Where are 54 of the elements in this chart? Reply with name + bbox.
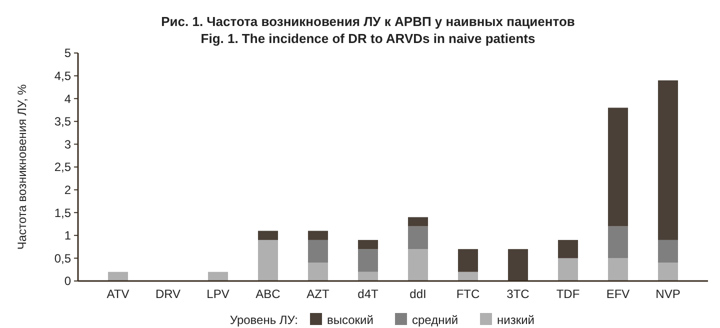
legend-label: высокий [327,313,374,327]
bar [508,249,528,281]
bar [558,258,578,281]
bar [308,230,328,240]
bar [658,80,678,240]
y-tick-label: 1 [64,228,72,243]
bar [208,272,228,281]
x-tick-label: LPV [206,287,230,301]
x-tick-label: AZT [306,287,330,301]
x-tick-label: NVP [656,287,680,301]
y-axis-title: Частота возникновения ЛУ, % [15,84,29,250]
bar [358,272,378,281]
chart-subtitle: Fig. 1. The incidence of DR to ARVDs in naive patients [200,31,536,46]
y-tick-label: 2,5 [54,160,72,174]
y-tick-label: 4,5 [54,69,72,83]
x-tick-label: d4T [358,287,380,301]
bar [658,262,678,281]
bar [358,240,378,250]
bar [608,258,628,281]
y-tick-label: 1,5 [54,206,72,220]
bar [608,108,628,226]
bar [658,240,678,263]
y-tick-label: 0 [64,274,72,288]
bar [408,217,428,226]
x-tick-label: ddI [410,287,426,301]
bar [458,249,478,272]
bar [408,249,428,281]
bar [258,230,278,240]
y-tick-label: 5 [64,46,72,60]
bar [358,249,378,272]
y-tick-label: 0,5 [54,251,72,266]
x-tick-label: FTC [456,287,480,301]
legend-label: низкий [497,313,534,327]
y-tick-label: 3 [64,137,72,152]
legend-title: Уровень ЛУ: [230,313,298,327]
bar [608,226,628,258]
bar [258,240,278,281]
x-tick-label: DRV [155,287,181,301]
bar [108,272,128,281]
bar [558,240,578,258]
bar [308,240,328,263]
x-tick-label: ABC [256,287,281,301]
x-tick-label: 3TC [506,287,530,301]
x-tick-label: TDF [556,287,580,301]
bar [458,272,478,281]
chart-title: Рис. 1. Частота возникновения ЛУ к АРВП у наивных пациентов [161,14,575,29]
y-tick-label: 2 [64,183,72,197]
bar [308,262,328,281]
y-tick-label: 4 [64,92,72,106]
x-tick-label: EFV [606,287,630,301]
x-tick-label: ATV [106,287,130,301]
legend-label: средний [412,313,458,327]
y-tick-label: 3,5 [54,114,72,129]
bar [408,226,428,250]
